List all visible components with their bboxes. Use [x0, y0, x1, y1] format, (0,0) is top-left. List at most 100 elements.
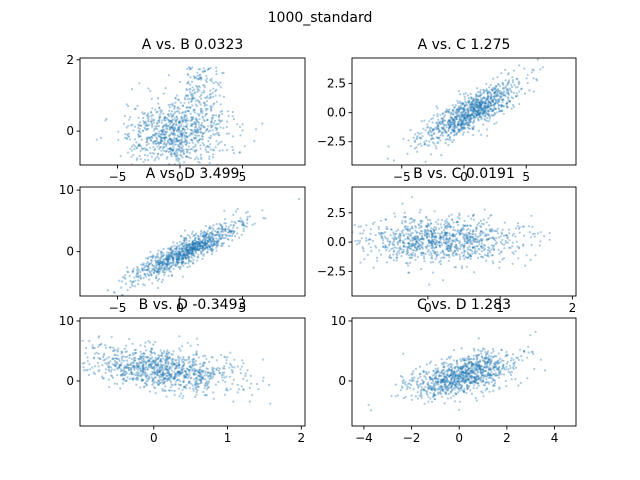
- scatter-point: [214, 80, 218, 83]
- scatter-point: [464, 104, 467, 107]
- scatter-point: [477, 95, 480, 98]
- scatter-point: [505, 87, 508, 90]
- scatter-point: [406, 237, 409, 240]
- scatter-point: [165, 365, 168, 368]
- scatter-point: [452, 109, 455, 112]
- scatter-point: [507, 81, 510, 84]
- scatter-point: [201, 250, 204, 253]
- scatter-point: [165, 365, 168, 368]
- scatter-point: [231, 135, 235, 138]
- scatter-point: [172, 147, 175, 150]
- scatter-point: [137, 283, 140, 286]
- scatter-point: [163, 119, 166, 122]
- scatter-point: [204, 244, 207, 247]
- scatter-point: [120, 352, 123, 355]
- scatter-point: [201, 124, 205, 128]
- scatter-point: [459, 106, 462, 109]
- scatter-point: [505, 88, 508, 92]
- scatter-point: [200, 244, 203, 247]
- scatter-point: [447, 143, 450, 147]
- scatter-point: [211, 245, 214, 248]
- scatter-point: [502, 90, 506, 93]
- scatter-point: [225, 234, 228, 237]
- scatter-point: [233, 230, 236, 233]
- scatter-point: [474, 95, 477, 98]
- scatter-point: [450, 225, 453, 228]
- scatter-point: [213, 240, 217, 243]
- scatter-point: [158, 371, 161, 374]
- scatter-point: [377, 227, 380, 230]
- scatter-point: [196, 74, 199, 77]
- scatter-point: [187, 80, 190, 83]
- scatter-point: [388, 240, 391, 243]
- scatter-point: [390, 228, 393, 231]
- scatter-point: [242, 221, 245, 224]
- scatter-point: [442, 238, 446, 242]
- scatter-point: [162, 145, 165, 148]
- scatter-point: [421, 236, 424, 239]
- scatter-point: [179, 130, 182, 133]
- scatter-point: [511, 79, 514, 82]
- scatter-point: [105, 357, 108, 360]
- scatter-point: [510, 85, 514, 89]
- scatter-point: [239, 217, 242, 220]
- scatter-point: [163, 137, 166, 140]
- scatter-point: [136, 271, 139, 274]
- scatter-point: [171, 104, 174, 107]
- scatter-point: [191, 243, 194, 246]
- scatter-point: [155, 132, 158, 135]
- scatter-point: [147, 118, 150, 121]
- scatter-point: [180, 133, 183, 136]
- scatter-point: [139, 131, 142, 135]
- scatter-point: [478, 104, 481, 107]
- scatter-point: [484, 103, 487, 106]
- scatter-point: [221, 109, 224, 113]
- scatter-point: [184, 371, 187, 374]
- scatter-point: [506, 82, 509, 85]
- scatter-point: [483, 106, 486, 109]
- scatter-point: [114, 353, 117, 356]
- scatter-point: [455, 108, 458, 111]
- scatter-point: [207, 240, 210, 243]
- scatter-point: [166, 140, 169, 144]
- scatter-point: [486, 95, 489, 98]
- scatter-point: [445, 240, 448, 243]
- scatter-point: [443, 223, 446, 226]
- scatter-point: [414, 229, 417, 232]
- scatter-point: [163, 266, 166, 270]
- scatter-point: [133, 367, 136, 370]
- scatter-point: [168, 109, 171, 112]
- scatter-point: [361, 232, 364, 235]
- scatter-point: [404, 238, 407, 241]
- scatter-point: [477, 118, 480, 121]
- scatter-point: [143, 122, 146, 125]
- scatter-point: [163, 138, 166, 141]
- scatter-point: [166, 360, 169, 363]
- scatter-point: [516, 222, 520, 225]
- scatter-point: [146, 124, 149, 127]
- scatter-point: [426, 123, 429, 126]
- scatter-point: [168, 356, 171, 359]
- scatter-point: [177, 121, 181, 124]
- scatter-point: [166, 265, 169, 268]
- scatter-point: [185, 372, 188, 375]
- scatter-point: [232, 224, 235, 227]
- scatter-point: [489, 214, 492, 217]
- scatter-point: [471, 236, 474, 239]
- scatter-point: [474, 249, 477, 253]
- scatter-point: [177, 378, 180, 381]
- scatter-point: [497, 104, 500, 107]
- scatter-point: [483, 110, 486, 113]
- scatter-point: [482, 123, 485, 126]
- scatter-point: [191, 94, 194, 97]
- scatter-point: [178, 364, 181, 367]
- scatter-point: [128, 138, 131, 141]
- scatter-point: [181, 371, 184, 374]
- scatter-point: [239, 220, 242, 223]
- subplot-title: A vs. D 3.499: [146, 166, 240, 182]
- scatter-point: [467, 112, 470, 115]
- scatter-point: [144, 149, 147, 152]
- scatter-point: [166, 147, 170, 150]
- scatter-point: [163, 137, 166, 140]
- scatter-point: [204, 114, 207, 117]
